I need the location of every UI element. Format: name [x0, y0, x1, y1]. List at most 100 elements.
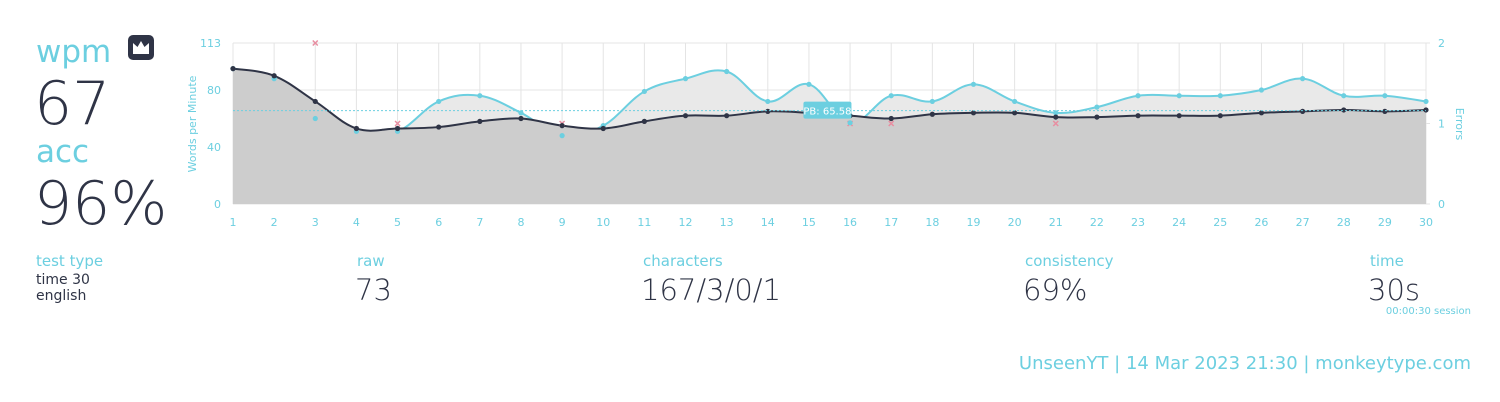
point: [394, 125, 401, 132]
point: [1176, 93, 1182, 99]
point: [353, 125, 360, 132]
point: [1258, 110, 1265, 116]
stat-line: time 30: [36, 272, 90, 288]
x-tick-label: 25: [1213, 216, 1227, 229]
y2-tick-label: 2: [1438, 37, 1445, 50]
x-tick-label: 1: [230, 216, 237, 229]
y-tick-label: 80: [207, 84, 221, 97]
point: [1299, 76, 1306, 82]
x-tick-label: 9: [559, 216, 566, 229]
point: [230, 66, 236, 72]
point: [1012, 110, 1018, 116]
x-tick-label: 14: [761, 216, 775, 229]
chart: 1 2 3 4 5 6 7 8 9 10 11 12 13 14 15 16 17 18 19 20 21 22 23 24 2…: [186, 37, 1466, 229]
area: [233, 68, 1426, 204]
point: [682, 76, 689, 82]
session-time: 00:00:30 session: [1386, 306, 1471, 317]
y-tick-label: 113: [200, 37, 221, 50]
pb-label-box: [803, 101, 852, 119]
footer: UnseenYT | 14 Mar 2023 21:30 | monkeytyp…: [1019, 353, 1471, 374]
point: [1135, 113, 1141, 119]
stat-label: time: [1370, 252, 1404, 270]
point: [271, 73, 277, 79]
point: [888, 93, 894, 99]
point: [1053, 110, 1059, 116]
point: [1423, 107, 1429, 113]
point: [436, 124, 442, 130]
point: [888, 115, 894, 122]
x-tick-label: 10: [596, 216, 610, 229]
point: [806, 81, 812, 87]
point: [312, 98, 318, 105]
acc-value: 96%: [34, 169, 167, 239]
point: [477, 118, 483, 124]
y2-tick-label: 1: [1438, 118, 1445, 131]
x-tick-label: 3: [312, 216, 319, 229]
point: [518, 110, 524, 116]
x-tick-label: 24: [1172, 216, 1186, 229]
x-tick-label: 5: [394, 216, 401, 229]
x-tick-label: 12: [679, 216, 693, 229]
point: [312, 115, 318, 122]
point: [1423, 98, 1429, 105]
x-tick-label: 23: [1131, 216, 1145, 229]
x-tick-label: 22: [1090, 216, 1104, 229]
pb-label: PB: 65.58: [803, 107, 851, 118]
x-tick-label: 2: [271, 216, 278, 229]
point: [1176, 113, 1182, 119]
stat-value: 167/3/0/1: [641, 273, 781, 307]
stat-value: 73: [355, 273, 392, 307]
point: [641, 118, 647, 124]
point: [559, 123, 565, 129]
x-tick-label: 16: [843, 216, 857, 229]
point: [970, 81, 977, 87]
point: [518, 115, 524, 122]
point: [724, 68, 730, 75]
error-mark: [312, 39, 319, 47]
error-mark: [394, 120, 401, 127]
point: [1094, 104, 1100, 110]
y-axis-title: Words per Minute: [186, 75, 199, 172]
point: [765, 108, 771, 114]
point: [641, 88, 647, 95]
wpm-label: wpm: [36, 34, 111, 70]
x-tick-label: 18: [925, 216, 939, 229]
point: [1217, 113, 1223, 119]
x-tick-label: 15: [802, 216, 816, 229]
point: [929, 111, 935, 117]
x-tick-label: 11: [637, 216, 651, 229]
point: [559, 133, 565, 139]
point: [1135, 93, 1141, 99]
x-tick-label: 28: [1337, 216, 1351, 229]
x-tick-label: 4: [353, 216, 360, 229]
point: [1053, 114, 1059, 120]
point: [970, 110, 977, 116]
point: [724, 113, 730, 119]
point: [1217, 93, 1223, 99]
y-tick-label: 0: [214, 198, 221, 211]
point: [1012, 98, 1018, 105]
x-tick-label: 20: [1008, 216, 1022, 229]
point: [682, 113, 689, 119]
point: [847, 120, 853, 126]
stat-value: 30s: [1368, 273, 1420, 307]
x-tick-label: 29: [1378, 216, 1392, 229]
y2-tick-label: 0: [1438, 198, 1445, 211]
x-tick-label: 6: [435, 216, 442, 229]
point: [929, 98, 935, 105]
point: [1299, 108, 1306, 114]
x-tick-label: 19: [966, 216, 980, 229]
x-tick-label: 17: [884, 216, 898, 229]
x-tick-label: 21: [1049, 216, 1063, 229]
x-tick-label: 13: [720, 216, 734, 229]
point: [436, 98, 442, 105]
stat-label: raw: [357, 252, 385, 270]
acc-label: acc: [36, 134, 89, 170]
x-tick-label: 8: [517, 216, 524, 229]
point: [765, 98, 771, 105]
stat-label: characters: [643, 252, 723, 270]
stat-value: 69%: [1023, 273, 1087, 307]
stat-line: english: [36, 288, 86, 304]
